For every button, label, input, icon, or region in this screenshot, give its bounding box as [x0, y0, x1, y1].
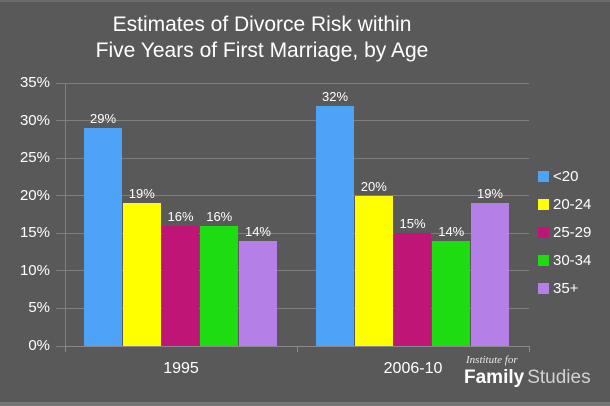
y-axis-tick-0 — [56, 345, 65, 347]
y-axis-tick-label-30: 30% — [19, 111, 50, 129]
x-axis-tick-0 — [65, 347, 66, 352]
y-axis-tick-label-0: 0% — [28, 337, 50, 354]
legend: <20 20-24 25-29 30-34 35+ — [538, 162, 591, 302]
legend-label-3034: 30-34 — [553, 251, 592, 269]
gridline-25 — [65, 157, 529, 159]
chart-title-line1: Estimates of Divorce Risk within — [112, 13, 412, 36]
bar-200610-2024 — [354, 195, 393, 346]
bar-200610-2529 — [393, 233, 432, 346]
plot-area: 29% 19% 16% 16% 14% 32% 20% 15% 14% 19% — [65, 82, 529, 346]
bar-200610-20 — [316, 105, 354, 346]
y-axis-tick-label-5: 5% — [28, 299, 50, 317]
legend-item-2529: 25-29 — [538, 218, 591, 246]
bar-1995-2024 — [122, 203, 161, 346]
gridline-30 — [65, 120, 529, 122]
legend-swatch-35 — [538, 282, 549, 294]
y-axis-tick-5 — [56, 307, 65, 309]
y-axis-tick-25 — [56, 157, 65, 159]
chart-title-line2: Five Years of First Marriage, by Age — [95, 39, 429, 62]
legend-label-20: <20 — [553, 167, 579, 185]
y-axis-tick-15 — [56, 232, 65, 234]
bar-value-label-200610-35: 19% — [476, 186, 503, 202]
gridline-15 — [65, 232, 529, 234]
bar-1995-20 — [84, 128, 122, 346]
gridline-5 — [65, 307, 529, 309]
y-axis-tick-label-25: 25% — [19, 149, 50, 167]
legend-swatch-20 — [538, 170, 549, 182]
ifs-logo-name: Family Studies — [464, 367, 591, 389]
y-axis-tick-30 — [56, 120, 65, 122]
ifs-logo: Institute for Family Studies — [464, 354, 591, 389]
y-axis-line — [65, 83, 66, 346]
legend-swatch-3034 — [538, 254, 549, 266]
bar-value-label-1995-20: 29% — [89, 111, 117, 127]
y-axis-tick-label-15: 15% — [19, 224, 50, 242]
bar-value-label-1995-35: 14% — [244, 223, 271, 239]
legend-label-35: 35+ — [553, 279, 579, 297]
legend-item-3034: 30-34 — [538, 246, 591, 274]
legend-item-35: 35+ — [538, 274, 591, 302]
legend-swatch-2024 — [538, 198, 549, 210]
ifs-logo-tagline: Institute for — [466, 354, 518, 366]
bar-200610-3034 — [432, 240, 471, 346]
bar-value-label-200610-20: 32% — [321, 88, 349, 104]
legend-item-2024: 20-24 — [538, 190, 591, 218]
x-axis-tick-1 — [297, 347, 298, 352]
x-axis-tick-2 — [529, 347, 530, 352]
y-axis-tick-20 — [56, 195, 65, 197]
bar-value-label-200610-2024: 20% — [360, 178, 387, 194]
bar-200610-35 — [471, 203, 509, 346]
y-axis-tick-label-20: 20% — [19, 186, 50, 204]
y-axis-tick-10 — [56, 270, 65, 272]
bar-1995-2529 — [161, 225, 200, 346]
ifs-logo-name-bold: Family — [464, 367, 525, 388]
x-axis-line — [65, 346, 530, 347]
legend-label-2024: 20-24 — [553, 195, 592, 213]
gridline-20 — [65, 195, 529, 197]
ifs-logo-name-light: Studies — [527, 367, 591, 388]
gridline-10 — [65, 270, 529, 272]
legend-swatch-2529 — [538, 226, 549, 238]
chart-title: Estimates of Divorce Risk within Five Ye… — [0, 12, 524, 64]
slide-bottom-edge — [0, 402, 610, 406]
x-axis-category-label-200610: 2006-10 — [383, 360, 443, 377]
y-axis-tick-35 — [56, 82, 65, 84]
y-axis-tick-label-10: 10% — [19, 261, 50, 279]
slide-top-edge — [0, 0, 610, 2]
bar-value-label-200610-3034: 14% — [438, 223, 465, 239]
bar-1995-35 — [239, 240, 277, 346]
bar-1995-3034 — [200, 225, 239, 346]
gridline-35 — [65, 82, 529, 84]
legend-label-2529: 25-29 — [553, 223, 592, 241]
y-axis-tick-label-35: 35% — [19, 74, 50, 91]
legend-item-20: <20 — [538, 162, 591, 190]
bar-value-label-1995-2024: 19% — [128, 186, 155, 202]
bar-value-label-200610-2529: 15% — [399, 216, 426, 232]
bar-value-label-1995-2529: 16% — [167, 208, 194, 224]
bar-value-label-1995-3034: 16% — [206, 208, 233, 224]
x-axis-category-label-1995: 1995 — [163, 360, 199, 377]
